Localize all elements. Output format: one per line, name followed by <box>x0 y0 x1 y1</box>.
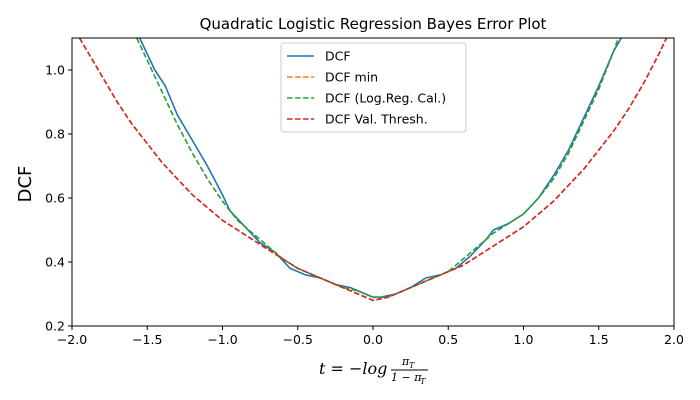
chart-title: Quadratic Logistic Regression Bayes Erro… <box>200 15 547 33</box>
x-tick-label: −1.5 <box>132 332 162 347</box>
x-axis-label: t = −log π T 1 − π T <box>319 355 428 386</box>
y-axis-ticks: 0.2 0.4 0.6 0.8 1.0 <box>45 63 72 334</box>
x-tick-label: −2.0 <box>57 332 87 347</box>
x-tick-label: 1.0 <box>514 332 534 347</box>
x-axis-label-denominator: 1 − π <box>391 371 422 384</box>
x-axis-ticks: −2.0 −1.5 −1.0 −0.5 0.0 0.5 1.0 1.5 2.0 <box>57 326 684 347</box>
legend-label-dcf-min: DCF min <box>325 70 378 85</box>
y-tick-label: 0.2 <box>45 319 65 334</box>
y-tick-label: 0.6 <box>45 191 65 206</box>
x-tick-label: 1.5 <box>589 332 609 347</box>
legend-label-dcf-log-reg-cal: DCF (Log.Reg. Cal.) <box>325 91 446 106</box>
series-layer <box>78 38 668 302</box>
y-tick-label: 0.4 <box>45 255 65 270</box>
x-tick-label: 0.0 <box>363 332 383 347</box>
x-axis-label-denominator-sub: T <box>420 377 426 386</box>
x-axis-label-numerator: π <box>401 355 410 368</box>
x-axis-label-lhs: t = −log <box>319 359 387 378</box>
x-axis-label-numerator-sub: T <box>409 361 415 370</box>
legend-box <box>280 42 467 133</box>
x-tick-label: −0.5 <box>283 332 313 347</box>
series-line-dcf-log-reg-cal <box>135 38 620 299</box>
legend: DCF DCF min DCF (Log.Reg. Cal.) DCF Val. Th… <box>280 42 467 133</box>
x-tick-label: 0.5 <box>438 332 458 347</box>
x-axis-label-fraction: π T 1 − π T <box>391 355 428 386</box>
y-axis-label: DCF <box>15 166 36 203</box>
x-tick-label: 2.0 <box>664 332 684 347</box>
legend-label-dcf: DCF <box>325 49 351 64</box>
y-tick-label: 1.0 <box>45 63 65 78</box>
x-tick-label: −1.0 <box>207 332 237 347</box>
y-tick-label: 0.8 <box>45 127 65 142</box>
legend-label-dcf-val-thresh: DCF Val. Thresh. <box>325 112 428 127</box>
series-line-dcf-val-thresh <box>78 38 668 302</box>
